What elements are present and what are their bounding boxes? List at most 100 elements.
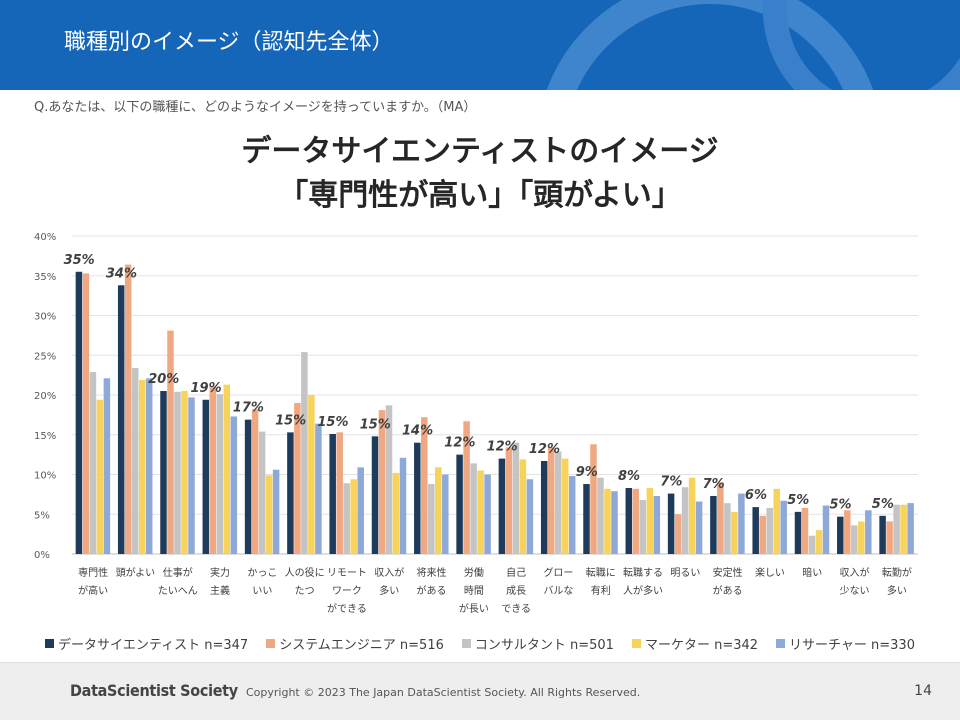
bar: [724, 503, 731, 554]
bar: [526, 479, 534, 554]
bar: [851, 525, 858, 554]
bar-chart: 0% 5% 10% 15% 20% 25% 30% 35% 40% 35% 専門性が高い 34% 頭がよ…: [34, 232, 918, 615]
data-label: 6%: [745, 488, 767, 503]
bar: [646, 488, 654, 554]
bar: [230, 416, 238, 554]
category-label: 自己: [506, 566, 526, 579]
bar: [301, 352, 308, 554]
data-label: 5%: [830, 498, 852, 513]
category-label: 頭がよい: [116, 566, 156, 579]
category-label: 成長: [506, 585, 526, 597]
y-tick-label: 0%: [34, 550, 50, 561]
bar: [244, 419, 252, 554]
legend-item: リサーチャー n=330: [776, 634, 915, 653]
data-label: 12%: [487, 440, 518, 455]
bar: [138, 379, 146, 554]
bar: [258, 431, 266, 554]
category-label: が高い: [78, 584, 108, 597]
bar: [674, 514, 682, 554]
category-label: がある: [713, 584, 743, 597]
bar: [710, 495, 717, 554]
bar: [794, 511, 802, 554]
data-label: 5%: [872, 497, 894, 512]
data-label: 19%: [190, 381, 221, 396]
bar: [512, 442, 520, 554]
bar: [265, 475, 273, 554]
bar: [470, 463, 477, 554]
legend-item: システムエンジニア n=516: [266, 634, 444, 653]
bar: [287, 432, 294, 554]
chart-title-line1: データサイエンティストのイメージ: [241, 134, 719, 169]
bar: [75, 271, 83, 554]
copyright-text: Copyright © 2023 The Japan DataScientist…: [246, 686, 641, 699]
bar: [844, 510, 851, 554]
data-label: 34%: [106, 266, 137, 281]
category-label: 労働: [464, 566, 484, 579]
bar: [858, 521, 865, 554]
y-tick-label: 5%: [34, 510, 50, 521]
bar: [681, 487, 689, 554]
category-label: ワーク: [332, 585, 362, 597]
category-label: 人の役に: [285, 566, 325, 579]
category-label: たつ: [295, 585, 315, 597]
bar: [907, 503, 914, 554]
category-label: 有利: [591, 584, 611, 597]
bar: [343, 483, 350, 554]
page-number: 14: [914, 683, 932, 699]
category-label: 将来性: [417, 566, 447, 579]
bar: [837, 516, 844, 554]
bar: [505, 447, 513, 554]
bar: [392, 472, 400, 554]
bar: [421, 417, 428, 554]
bar: [82, 273, 90, 554]
bar: [611, 491, 618, 554]
category-label: 転職に: [586, 567, 616, 579]
bar: [357, 467, 364, 554]
bar: [900, 504, 907, 554]
bar: [731, 511, 738, 554]
bar: [752, 507, 759, 554]
chart-legend: データサイエンティスト n=347 システムエンジニア n=516 コンサルタント …: [0, 634, 960, 653]
chart-title-line2: 「専門性が高い」「頭がよい」: [278, 178, 682, 213]
bar: [174, 391, 181, 554]
bar: [329, 433, 336, 554]
legend-swatch: [776, 639, 786, 648]
data-label: 15%: [317, 415, 348, 430]
data-label: 7%: [660, 475, 682, 490]
bar: [131, 367, 139, 554]
category-label: 明るい: [670, 567, 700, 579]
bar: [639, 499, 647, 554]
category-label: たいへん: [158, 585, 198, 597]
bar: [801, 507, 809, 554]
bar: [561, 458, 569, 554]
bar: [484, 474, 491, 554]
y-tick-label: 40%: [34, 232, 56, 243]
decorative-swirl: [546, 0, 960, 90]
legend-label: コンサルタント n=501: [474, 638, 614, 653]
data-label: 8%: [618, 469, 640, 484]
legend-swatch: [631, 639, 641, 648]
data-label: 14%: [402, 424, 433, 439]
bar: [117, 285, 125, 554]
bar: [167, 330, 174, 554]
data-label: 15%: [275, 413, 306, 428]
bar: [688, 477, 696, 554]
data-label: 5%: [787, 493, 809, 508]
y-tick-label: 35%: [34, 272, 56, 283]
category-label: 人が多い: [623, 584, 663, 597]
bar: [822, 505, 830, 554]
bar: [780, 500, 787, 554]
bar: [766, 507, 773, 554]
category-label: リモート: [327, 568, 367, 579]
bar: [251, 409, 259, 554]
category-label: 収入が: [374, 566, 404, 579]
bar: [188, 397, 195, 554]
y-tick-label: 20%: [34, 391, 56, 402]
data-label: 15%: [360, 417, 391, 432]
legend-label: システムエンジニア n=516: [279, 638, 444, 653]
data-label: 20%: [148, 372, 179, 387]
category-label: 安定性: [713, 566, 743, 579]
bar: [202, 399, 210, 554]
category-label: 主義: [210, 584, 230, 597]
category-label: 楽しい: [755, 566, 785, 579]
